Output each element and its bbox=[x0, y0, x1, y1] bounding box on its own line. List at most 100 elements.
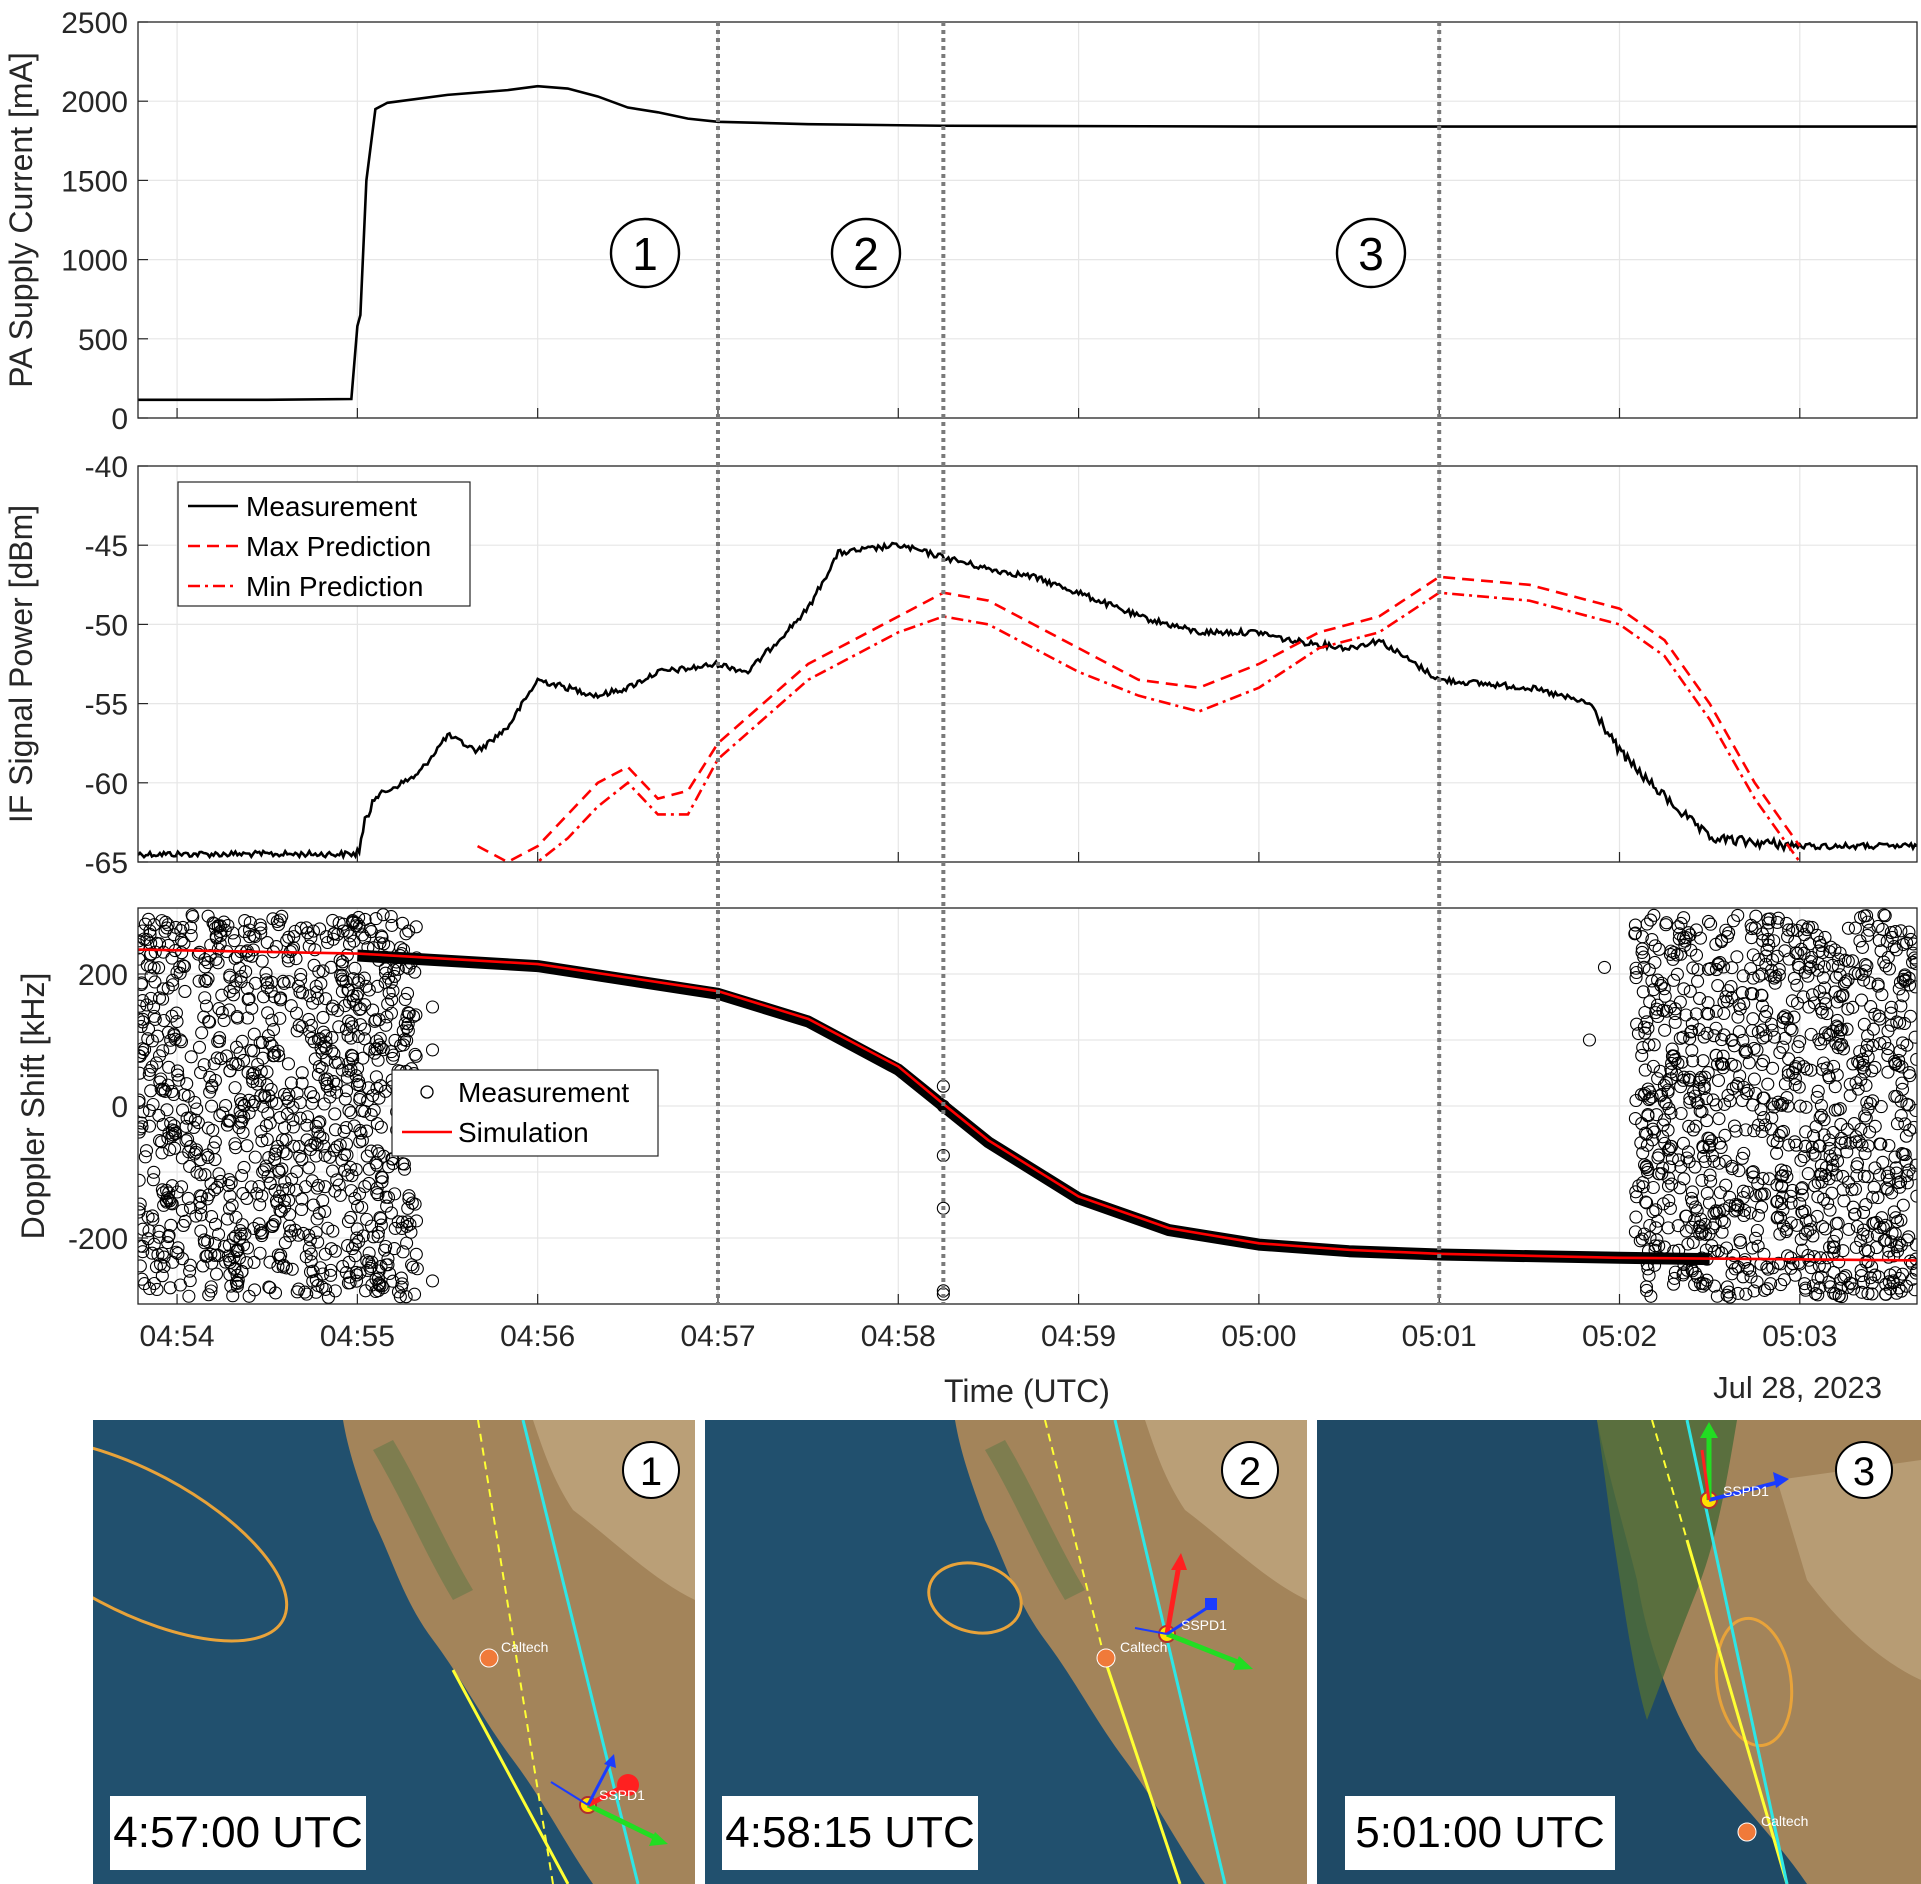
measurement-point bbox=[285, 1172, 299, 1186]
measurement-point bbox=[273, 993, 288, 1007]
measurement-point bbox=[272, 1165, 286, 1179]
measurement-point bbox=[383, 1266, 397, 1281]
y-tick-label: 500 bbox=[78, 324, 128, 357]
measurement-point bbox=[1805, 920, 1819, 935]
measurement-point bbox=[160, 1103, 174, 1117]
measurement-point bbox=[1691, 963, 1705, 977]
measurement-point bbox=[278, 1175, 292, 1189]
measurement-point bbox=[177, 959, 191, 973]
measurement-point bbox=[1810, 1090, 1824, 1104]
measurement-point bbox=[218, 1239, 232, 1254]
measurement-point bbox=[360, 1254, 374, 1268]
measurement-point bbox=[240, 981, 254, 996]
measurement-point bbox=[343, 1276, 357, 1290]
measurement-point bbox=[173, 966, 187, 980]
x-axis-label: Time (UTC) bbox=[944, 1373, 1110, 1409]
measurement-point bbox=[362, 1246, 376, 1260]
measurement-point bbox=[374, 1212, 388, 1226]
measurement-point bbox=[282, 1219, 297, 1233]
y-tick-label: 2500 bbox=[61, 7, 128, 40]
measurement-point bbox=[378, 975, 392, 989]
measurement-point bbox=[138, 1066, 147, 1080]
measurement-point bbox=[328, 1123, 343, 1137]
measurement-point bbox=[167, 1124, 181, 1138]
measurement-point bbox=[205, 1256, 219, 1270]
measurement-point bbox=[371, 1225, 385, 1239]
measurement-point bbox=[138, 1120, 149, 1134]
measurement-point bbox=[355, 928, 369, 942]
measurement-point bbox=[386, 984, 400, 998]
measurement-point bbox=[374, 1120, 388, 1134]
measurement-point bbox=[242, 992, 256, 1006]
measurement-point bbox=[139, 1144, 154, 1158]
measurement-point bbox=[342, 983, 356, 997]
measurement-point bbox=[256, 1165, 270, 1179]
measurement-point bbox=[222, 1202, 237, 1216]
x-tick-label: 05:01 bbox=[1402, 1320, 1477, 1353]
measurement-point bbox=[138, 1259, 147, 1273]
measurement-point bbox=[308, 943, 322, 957]
measurement-point bbox=[1864, 1000, 1878, 1014]
measurement-point bbox=[409, 1049, 423, 1063]
measurement-point bbox=[160, 1183, 174, 1197]
measurement-point bbox=[315, 1280, 329, 1294]
measurement-point bbox=[386, 1274, 400, 1288]
measurement-point bbox=[342, 937, 357, 951]
measurement-point bbox=[350, 1231, 364, 1245]
plot-area bbox=[138, 22, 1917, 418]
measurement-point bbox=[176, 920, 190, 934]
measurement-point bbox=[365, 1255, 379, 1269]
ground-station-icon bbox=[1096, 1648, 1116, 1668]
measurement-point bbox=[1709, 1004, 1723, 1018]
measurement-point bbox=[362, 1255, 376, 1269]
measurement-point bbox=[345, 1020, 359, 1034]
measurement-point bbox=[361, 1081, 376, 1095]
measurement-point bbox=[157, 1082, 171, 1096]
measurement-point bbox=[353, 1135, 367, 1149]
y-tick-label: 1500 bbox=[61, 165, 128, 198]
measurement-point bbox=[156, 1186, 170, 1200]
measurement-point bbox=[293, 1149, 307, 1163]
measurement-point bbox=[353, 1093, 367, 1107]
measurement-point bbox=[145, 1060, 159, 1074]
measurement-point bbox=[230, 1009, 244, 1024]
measurement-point bbox=[1887, 1205, 1901, 1219]
measurement-point bbox=[261, 1106, 275, 1121]
measurement-point bbox=[1667, 945, 1681, 960]
measurement-point bbox=[1693, 991, 1707, 1005]
measurement-point bbox=[310, 1181, 324, 1195]
measurement-point bbox=[1873, 1037, 1887, 1051]
measurement-point bbox=[342, 1255, 356, 1269]
measurement-point bbox=[338, 1092, 352, 1106]
measurement-point bbox=[169, 1006, 183, 1020]
measurement-point bbox=[350, 1061, 365, 1076]
measurement-point bbox=[190, 1102, 204, 1116]
measurement-point bbox=[315, 1061, 329, 1075]
measurement-point bbox=[248, 1283, 262, 1297]
measurement-point bbox=[146, 1173, 160, 1187]
measurement-point bbox=[401, 1201, 415, 1215]
x-tick-label: 05:02 bbox=[1582, 1320, 1657, 1353]
measurement-point bbox=[1878, 909, 1892, 923]
measurement-point bbox=[140, 998, 154, 1012]
measurement-point bbox=[175, 946, 189, 960]
y-axis-label: IF Signal Power [dBm] bbox=[3, 505, 39, 823]
measurement-point bbox=[375, 1175, 389, 1189]
measurement-point bbox=[174, 924, 188, 938]
y-tick-label: 1000 bbox=[61, 245, 128, 278]
x-tick-label: 04:55 bbox=[320, 1320, 395, 1353]
measurement-point bbox=[375, 1171, 389, 1185]
measurement-point bbox=[335, 968, 350, 982]
measurement-point bbox=[138, 1173, 146, 1187]
measurement-point bbox=[219, 1099, 233, 1113]
measurement-point bbox=[227, 981, 241, 995]
measurement-point bbox=[282, 930, 296, 944]
measurement-point bbox=[258, 1090, 272, 1104]
measurement-point bbox=[311, 1235, 325, 1249]
measurement-point bbox=[290, 1024, 304, 1038]
measurement-point bbox=[380, 1199, 394, 1213]
measurement-point bbox=[263, 1281, 277, 1295]
measurement-point bbox=[152, 991, 167, 1005]
measurement-point bbox=[234, 1116, 248, 1130]
measurement-point bbox=[195, 1026, 209, 1040]
